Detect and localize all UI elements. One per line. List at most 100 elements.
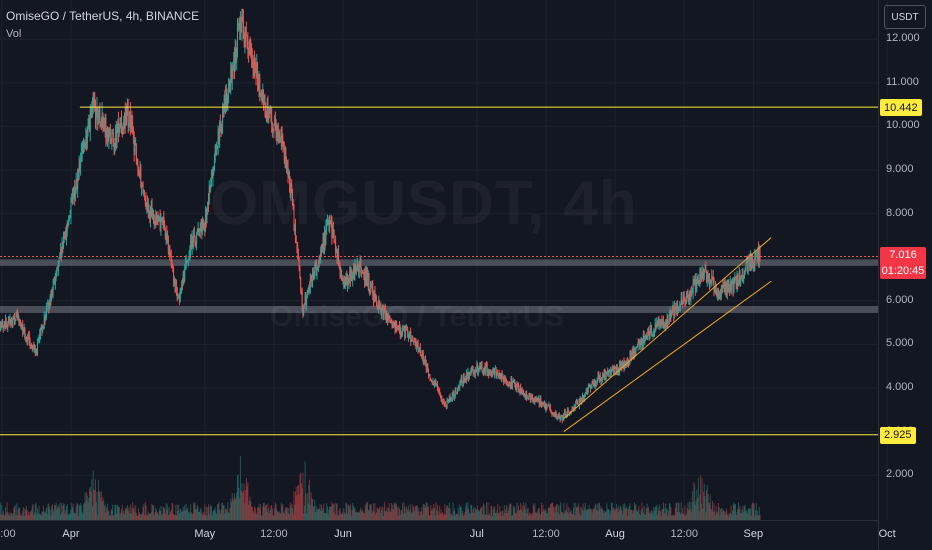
candle-body bbox=[89, 109, 91, 132]
volume-bar bbox=[752, 503, 754, 520]
volume-bar bbox=[467, 502, 469, 520]
candle-body bbox=[503, 378, 505, 383]
volume-bar bbox=[36, 514, 38, 520]
candle-body bbox=[66, 223, 68, 233]
candle-body bbox=[461, 378, 463, 383]
candle-body bbox=[303, 303, 305, 306]
volume-bar bbox=[602, 510, 604, 520]
volume-bar bbox=[342, 514, 344, 520]
candle-body bbox=[289, 183, 291, 194]
candle-body bbox=[284, 147, 286, 161]
volume-bar bbox=[413, 507, 415, 520]
candle-body bbox=[210, 186, 212, 188]
candle-body bbox=[442, 400, 444, 404]
candle-body bbox=[86, 132, 88, 144]
volume-bar bbox=[270, 506, 272, 520]
candle-body bbox=[598, 374, 600, 379]
candle-body bbox=[422, 353, 424, 359]
volume-bar bbox=[357, 512, 359, 520]
volume-bar bbox=[749, 508, 751, 520]
candle-body bbox=[309, 278, 311, 293]
candle-body bbox=[212, 174, 214, 178]
volume-bar bbox=[700, 504, 702, 520]
volume-bar bbox=[138, 508, 140, 520]
volume-bar bbox=[579, 506, 581, 520]
volume-bar bbox=[338, 510, 340, 520]
volume-bar bbox=[68, 513, 70, 520]
volume-bar bbox=[488, 513, 490, 520]
candle-body bbox=[338, 265, 340, 268]
chart-title[interactable]: OmiseGO / TetherUS, 4h, BINANCE bbox=[6, 9, 200, 23]
volume-bar bbox=[282, 503, 284, 520]
volume-bar bbox=[329, 506, 331, 520]
candle-body bbox=[271, 116, 273, 125]
candle-body bbox=[144, 196, 146, 200]
candle-body bbox=[345, 274, 347, 283]
volume-bar bbox=[196, 504, 198, 520]
volume-bar bbox=[86, 495, 88, 520]
volume-bar bbox=[503, 505, 505, 520]
candle-body bbox=[416, 341, 418, 343]
volume-bar bbox=[541, 502, 543, 520]
volume-indicator-label[interactable]: Vol bbox=[6, 28, 22, 40]
volume-bar bbox=[409, 509, 411, 520]
volume-bar bbox=[430, 504, 432, 520]
volume-bar bbox=[378, 509, 380, 520]
candle-body bbox=[267, 105, 269, 114]
time-tick-label: 12:00 bbox=[532, 528, 560, 540]
currency-button[interactable]: USDT bbox=[884, 5, 926, 29]
candle-body bbox=[148, 206, 150, 218]
candle-body bbox=[91, 111, 93, 114]
volume-bar bbox=[139, 514, 141, 520]
candle-body bbox=[42, 327, 44, 329]
volume-bar bbox=[500, 511, 502, 520]
candle-body bbox=[415, 342, 417, 347]
volume-bar bbox=[572, 507, 574, 520]
volume-bar bbox=[594, 505, 596, 520]
candle-body bbox=[453, 392, 455, 398]
volume-bar bbox=[208, 514, 210, 520]
volume-bar bbox=[506, 505, 508, 520]
price-tick-label: 12.000 bbox=[886, 32, 920, 45]
candle-body bbox=[92, 93, 94, 106]
candle-body bbox=[8, 321, 10, 323]
candle-body bbox=[68, 217, 70, 220]
volume-bar bbox=[123, 510, 125, 520]
candle-body bbox=[441, 398, 443, 401]
volume-bar bbox=[633, 502, 635, 520]
candle-body bbox=[144, 191, 146, 197]
candle-body bbox=[101, 112, 103, 127]
candle-body bbox=[75, 180, 77, 187]
candle-body bbox=[425, 358, 427, 365]
volume-bar bbox=[526, 508, 528, 520]
volume-bar bbox=[490, 505, 492, 520]
candle-body bbox=[7, 322, 9, 328]
candle-body bbox=[175, 284, 177, 289]
volume-bar bbox=[228, 512, 230, 520]
volume-bar bbox=[365, 503, 367, 520]
candle-body bbox=[575, 402, 577, 409]
candle-body bbox=[433, 381, 435, 386]
volume-bar bbox=[485, 514, 487, 520]
volume-bar bbox=[459, 506, 461, 520]
volume-bar bbox=[255, 512, 257, 520]
volume-bar bbox=[320, 504, 322, 520]
volume-bar bbox=[175, 504, 177, 520]
volume-bar bbox=[108, 511, 110, 520]
volume-bar bbox=[480, 507, 482, 520]
volume-bar bbox=[743, 511, 745, 520]
volume-bar bbox=[381, 510, 383, 520]
candle-body bbox=[158, 217, 160, 220]
volume-bar bbox=[362, 511, 364, 520]
volume-bar bbox=[292, 514, 294, 520]
volume-bar bbox=[241, 482, 243, 520]
candle-body bbox=[690, 290, 692, 299]
volume-bar bbox=[442, 512, 444, 520]
volume-bar bbox=[698, 511, 700, 520]
volume-bar bbox=[407, 505, 409, 520]
candle-body bbox=[396, 327, 398, 329]
volume-bar bbox=[454, 515, 456, 520]
volume-bar bbox=[423, 504, 425, 520]
candle-body bbox=[466, 373, 468, 379]
